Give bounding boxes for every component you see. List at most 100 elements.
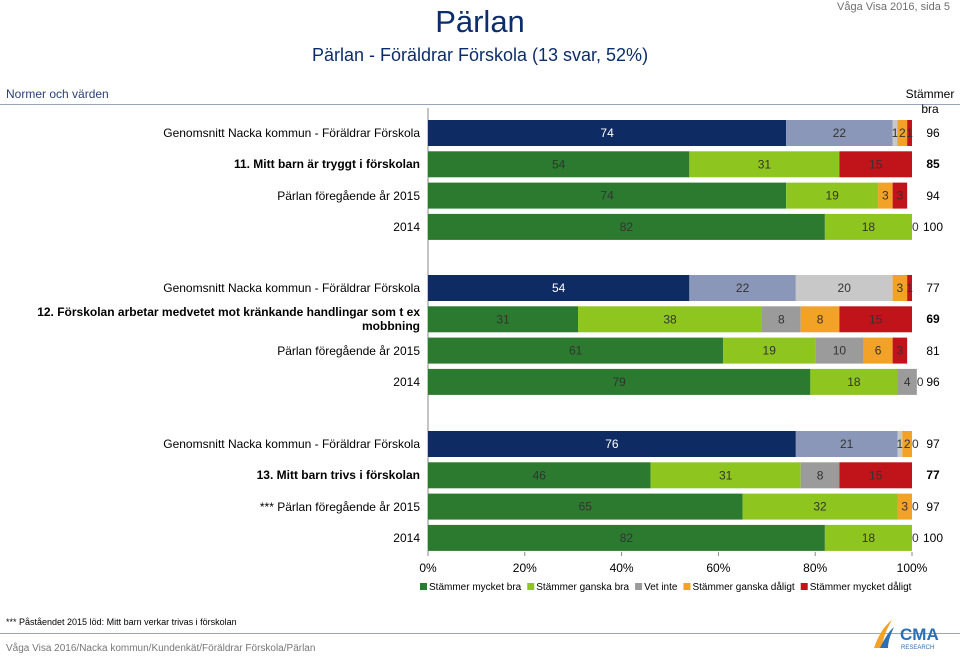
bar-segment xyxy=(824,524,912,551)
data-label: 31 xyxy=(758,157,772,171)
header-divider xyxy=(0,104,960,105)
row-total: 77 xyxy=(926,281,940,295)
data-label: 54 xyxy=(552,281,566,295)
page-label: Våga Visa 2016, sida 5 xyxy=(837,1,950,13)
bar-segment xyxy=(800,306,840,333)
bar-segment xyxy=(723,337,816,364)
bar-segment xyxy=(897,431,903,457)
bar-segment xyxy=(428,275,690,301)
legend-swatch xyxy=(635,583,643,590)
legend-swatch xyxy=(420,583,427,590)
data-label: 32 xyxy=(813,500,827,514)
bar-segment xyxy=(428,120,787,146)
legend-label: Stämmer ganska bra xyxy=(536,582,629,593)
x-tick-label: 40% xyxy=(610,561,634,575)
bar-segment xyxy=(742,493,898,520)
row-label: 12. Förskolan arbetar medvetet mot kränk… xyxy=(37,305,420,334)
data-label: 19 xyxy=(825,189,839,203)
x-tick-label: 60% xyxy=(706,561,730,575)
bar-segment xyxy=(892,275,908,301)
x-tick-label: 0% xyxy=(419,561,437,575)
row-total: 97 xyxy=(926,499,940,514)
data-label: 61 xyxy=(569,344,583,358)
bar-segment xyxy=(795,275,893,301)
data-label: 15 xyxy=(869,312,883,326)
data-label: 46 xyxy=(533,468,547,482)
bar-segment xyxy=(428,368,811,395)
data-label: 82 xyxy=(620,220,634,234)
footer-text: Våga Visa 2016/Nacka kommun/Kundenkät/Fö… xyxy=(6,643,316,654)
data-label: 0 xyxy=(917,375,924,389)
footer-divider xyxy=(0,633,960,634)
bar-segment xyxy=(892,337,908,364)
data-label: 18 xyxy=(862,220,876,234)
bar-segment xyxy=(428,524,825,551)
row-label: 13. Mitt barn trivs i förskolan xyxy=(256,468,420,483)
row-label: Pärlan föregående år 2015 xyxy=(277,343,420,358)
x-tick-label: 80% xyxy=(803,561,827,575)
bar-segment xyxy=(878,182,893,209)
legend-label: Stämmer mycket bra xyxy=(429,582,522,593)
data-label: 74 xyxy=(600,189,614,203)
row-label: Genomsnitt Nacka kommun - Föräldrar Förs… xyxy=(163,126,420,140)
x-tick-label: 20% xyxy=(513,561,537,575)
bar-segment xyxy=(863,337,893,364)
data-label: 76 xyxy=(605,437,619,451)
bar-segment xyxy=(897,120,908,146)
bar-segment xyxy=(892,182,908,209)
footnote: *** Påståendet 2015 löd: Mitt barn verka… xyxy=(6,617,237,627)
bar-segment xyxy=(428,493,743,520)
bar-segment xyxy=(795,431,898,457)
row-total: 77 xyxy=(926,468,940,483)
bar-segment xyxy=(428,431,796,457)
row-total: 69 xyxy=(926,312,940,327)
data-label: 2 xyxy=(899,126,906,140)
page-subtitle: Pärlan - Föräldrar Förskola (13 svar, 52… xyxy=(311,45,649,65)
legend-swatch xyxy=(527,583,535,590)
bar-segment xyxy=(839,151,912,178)
section-label: Normer och värden xyxy=(6,87,109,101)
data-label: 22 xyxy=(736,281,750,295)
total-column-header: Stämmer bra xyxy=(905,87,955,116)
x-tick-label: 100% xyxy=(897,561,928,575)
data-label: 1 xyxy=(892,126,899,140)
data-label: 3 xyxy=(882,189,889,203)
data-label: 4 xyxy=(904,375,911,389)
page-title: Pärlan xyxy=(435,4,525,39)
data-label: 3 xyxy=(901,500,908,514)
bar-segment xyxy=(761,306,801,333)
data-label: 1 xyxy=(906,126,913,140)
bar-segment xyxy=(897,493,912,520)
data-label: 1 xyxy=(906,281,913,295)
row-total: 94 xyxy=(926,188,940,203)
data-label: 0 xyxy=(912,531,919,545)
data-label: 0 xyxy=(912,220,919,234)
bar-segment xyxy=(428,306,579,333)
bar-segment xyxy=(902,431,912,457)
bar-segment xyxy=(824,213,912,240)
data-label: 18 xyxy=(847,375,861,389)
bar-segment xyxy=(689,275,796,301)
bar-segment xyxy=(839,462,912,489)
data-label: 82 xyxy=(620,531,634,545)
bar-segment xyxy=(839,306,912,333)
data-label: 15 xyxy=(869,157,883,171)
data-label: 10 xyxy=(833,344,847,358)
row-label: 11. Mitt barn är tryggt i förskolan xyxy=(233,157,420,172)
data-label: 79 xyxy=(613,375,627,389)
bar-segment xyxy=(578,306,762,333)
data-label: 8 xyxy=(817,312,824,326)
bar-segment xyxy=(428,182,787,209)
bar-segment xyxy=(786,182,879,209)
data-label: 19 xyxy=(763,344,777,358)
bar-segment xyxy=(428,151,690,178)
data-label: 18 xyxy=(862,531,876,545)
data-label: 3 xyxy=(897,189,904,203)
bar-segment xyxy=(428,337,724,364)
row-label: Pärlan föregående år 2015 xyxy=(277,188,420,203)
svg-text:CMA: CMA xyxy=(900,625,939,644)
row-total: 100 xyxy=(922,219,944,234)
data-label: 38 xyxy=(663,312,677,326)
legend-label: Stämmer mycket dåligt xyxy=(810,581,912,593)
data-label: 0 xyxy=(912,500,919,514)
